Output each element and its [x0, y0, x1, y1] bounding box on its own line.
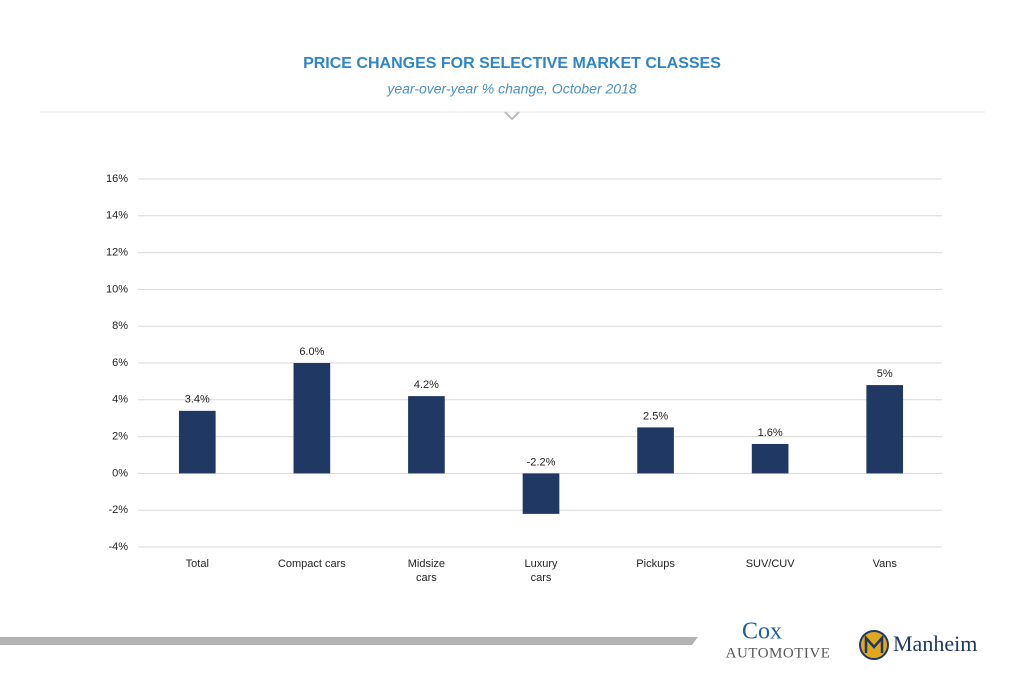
manheim-icon [859, 630, 889, 660]
bar [751, 443, 789, 474]
bar [522, 473, 560, 514]
y-tick-label: 8% [112, 320, 128, 332]
x-tick-label: Pickups [636, 558, 675, 570]
value-label: 6.0% [299, 346, 324, 358]
y-tick-label: 12% [106, 247, 128, 259]
y-tick-label: 4% [112, 394, 128, 406]
y-tick-label: 10% [106, 283, 128, 295]
bar [293, 363, 331, 474]
value-label: -2.2% [527, 456, 556, 468]
value-label: 5% [877, 368, 893, 380]
x-tick-label: SUV/CUV [745, 558, 795, 570]
x-tick-label: Vans [872, 558, 897, 570]
y-tick-label: 0% [112, 467, 128, 479]
x-tick-label: Midsize cars [407, 558, 446, 584]
y-tick-label: 16% [106, 173, 128, 185]
separator-chevron [504, 111, 520, 121]
y-tick-label: -2% [108, 504, 128, 516]
bar [866, 385, 904, 474]
footer-bar [0, 637, 698, 645]
manheim-icon-m [864, 634, 884, 653]
y-tick-label: 6% [112, 357, 128, 369]
bar [178, 410, 216, 474]
x-tick-label: Total [185, 558, 209, 570]
value-label: 3.4% [185, 394, 210, 406]
value-label: 1.6% [758, 427, 783, 439]
brand-manheim: Manheim [893, 631, 977, 656]
chart-subtitle: year-over-year % change, October 2018 [386, 81, 637, 97]
brand-cox: Cox [742, 619, 782, 645]
chart-title: PRICE CHANGES FOR SELECTIVE MARKET CLASS… [303, 55, 721, 72]
x-tick-label: Luxury cars [524, 558, 558, 584]
y-tick-label: -4% [108, 541, 128, 553]
value-label: 2.5% [643, 410, 668, 422]
brand-automotive: AUTOMOTIVE [726, 645, 831, 661]
bar [408, 396, 445, 474]
bar [637, 427, 674, 474]
x-tick-label: Compact cars [277, 558, 346, 570]
y-tick-label: 14% [106, 210, 128, 222]
value-label: 4.2% [414, 379, 439, 391]
y-tick-label: 2% [112, 431, 128, 443]
